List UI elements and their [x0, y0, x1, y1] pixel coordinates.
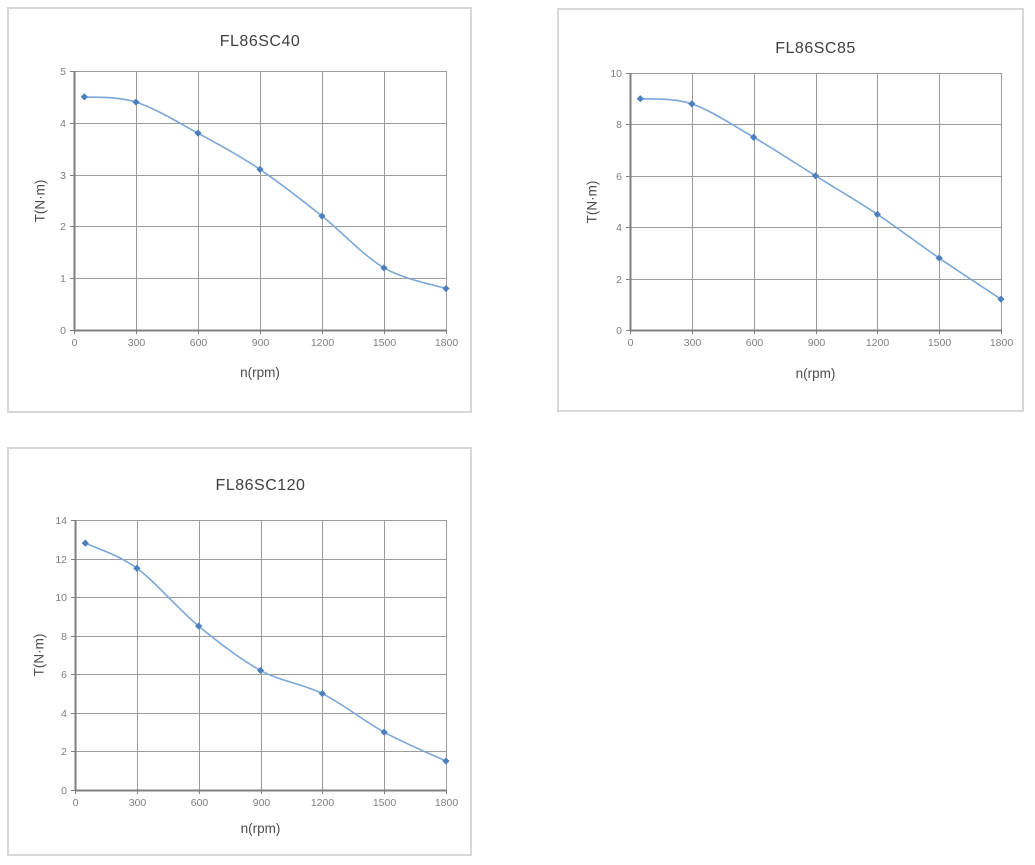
chart-title: FL86SC120 [215, 477, 306, 494]
svg-text:300: 300 [128, 337, 146, 349]
svg-text:900: 900 [252, 337, 270, 349]
svg-text:300: 300 [684, 337, 702, 349]
svg-text:3: 3 [60, 170, 66, 182]
chart-panel-fl86sc40: FL86SC40 T(N·m) 0 300 600 900 1200 1500 1800 0 1… [7, 7, 472, 413]
svg-text:600: 600 [191, 797, 209, 809]
svg-text:1500: 1500 [373, 337, 397, 349]
svg-text:600: 600 [190, 337, 208, 349]
svg-text:1: 1 [60, 273, 66, 285]
svg-text:2: 2 [616, 274, 622, 286]
svg-text:2: 2 [60, 221, 66, 233]
svg-text:6: 6 [61, 669, 67, 681]
svg-text:10: 10 [55, 592, 67, 604]
svg-text:4: 4 [60, 118, 66, 130]
svg-text:5: 5 [60, 66, 66, 78]
chart-panel-fl86sc85: FL86SC85 T(N·m) 0 300 600 900 1200 1500 1800 0 2… [557, 8, 1024, 412]
chart-panel-fl86sc120: FL86SC120 T(N·m) 0 300 600 900 1200 1500 1800 0… [7, 447, 472, 856]
svg-text:8: 8 [61, 631, 67, 643]
svg-text:0: 0 [61, 785, 67, 797]
x-axis-label: n(rpm) [240, 821, 281, 836]
svg-text:900: 900 [808, 337, 826, 349]
svg-text:8: 8 [616, 119, 622, 131]
x-axis-label: n(rpm) [240, 365, 280, 380]
svg-text:0: 0 [72, 337, 78, 349]
svg-text:12: 12 [55, 554, 67, 566]
torque-speed-curve-plot: 0 300 600 900 1200 1500 1800 0 2 4 6 8 10 12 14 [55, 515, 459, 809]
svg-text:0: 0 [628, 337, 634, 349]
svg-text:6: 6 [616, 171, 622, 183]
svg-text:1200: 1200 [311, 797, 335, 809]
svg-text:10: 10 [610, 68, 622, 80]
torque-speed-curve-plot: 0 300 600 900 1200 1500 1800 0 1 2 3 4 5 [60, 66, 459, 349]
svg-text:0: 0 [616, 325, 622, 337]
svg-text:14: 14 [55, 515, 67, 527]
x-axis-label: n(rpm) [795, 366, 836, 381]
svg-text:600: 600 [746, 337, 764, 349]
torque-speed-curve-plot: 0 300 600 900 1200 1500 1800 0 2 4 6 8 10 [610, 68, 1014, 349]
svg-text:1800: 1800 [435, 337, 459, 349]
svg-text:4: 4 [61, 708, 67, 720]
svg-text:1200: 1200 [311, 337, 335, 349]
svg-text:4: 4 [616, 222, 622, 234]
chart-title: FL86SC85 [775, 40, 856, 57]
svg-text:0: 0 [73, 797, 79, 809]
svg-text:300: 300 [129, 797, 147, 809]
svg-text:2: 2 [61, 746, 67, 758]
svg-text:1500: 1500 [928, 337, 952, 349]
svg-text:1500: 1500 [373, 797, 397, 809]
svg-text:900: 900 [253, 797, 271, 809]
svg-text:1800: 1800 [435, 797, 459, 809]
chart-title: FL86SC40 [219, 33, 301, 50]
svg-text:1800: 1800 [990, 337, 1014, 349]
svg-text:1200: 1200 [866, 337, 890, 349]
svg-text:0: 0 [60, 325, 66, 337]
